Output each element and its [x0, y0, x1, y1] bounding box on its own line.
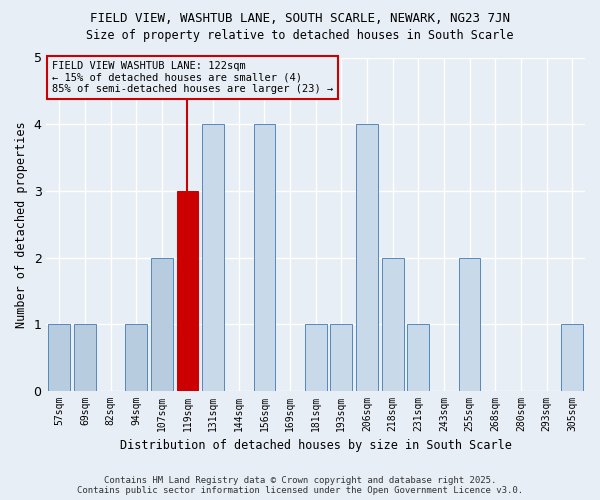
Bar: [176, 191, 199, 391]
Text: Contains HM Land Registry data © Crown copyright and database right 2025.
Contai: Contains HM Land Registry data © Crown c…: [77, 476, 523, 495]
Bar: [561, 324, 583, 391]
Bar: [202, 124, 224, 391]
Text: FIELD VIEW, WASHTUB LANE, SOUTH SCARLE, NEWARK, NG23 7JN: FIELD VIEW, WASHTUB LANE, SOUTH SCARLE, …: [90, 12, 510, 26]
Text: Size of property relative to detached houses in South Scarle: Size of property relative to detached ho…: [86, 29, 514, 42]
Y-axis label: Number of detached properties: Number of detached properties: [15, 121, 28, 328]
Bar: [407, 324, 429, 391]
Bar: [382, 258, 404, 391]
Bar: [151, 258, 173, 391]
Bar: [49, 324, 70, 391]
Bar: [254, 124, 275, 391]
Bar: [331, 324, 352, 391]
Bar: [74, 324, 96, 391]
Bar: [356, 124, 378, 391]
Bar: [305, 324, 326, 391]
Bar: [125, 324, 147, 391]
Bar: [458, 258, 481, 391]
X-axis label: Distribution of detached houses by size in South Scarle: Distribution of detached houses by size …: [120, 440, 512, 452]
Text: FIELD VIEW WASHTUB LANE: 122sqm
← 15% of detached houses are smaller (4)
85% of : FIELD VIEW WASHTUB LANE: 122sqm ← 15% of…: [52, 61, 333, 94]
